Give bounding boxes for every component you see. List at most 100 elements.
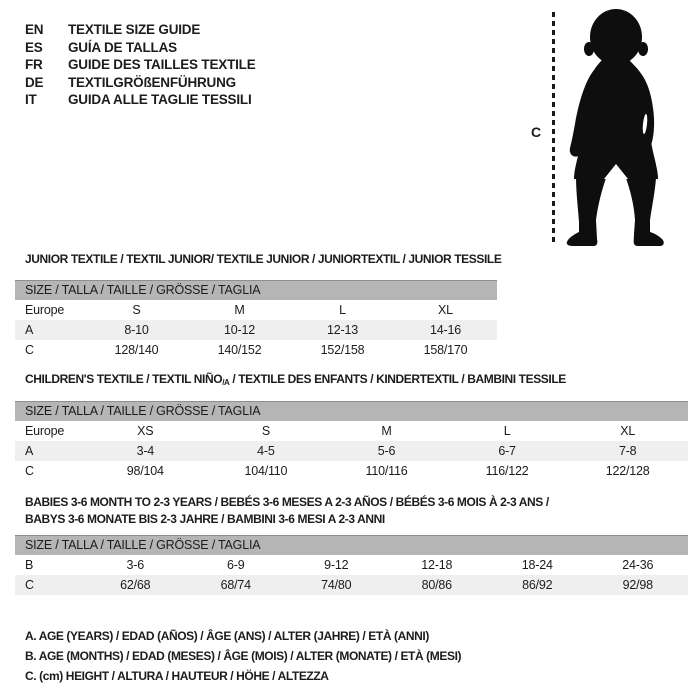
language-code: FR xyxy=(25,57,43,72)
size-cell: 98/104 xyxy=(126,464,164,478)
size-cell: 18-24 xyxy=(521,558,553,572)
language-title: TEXTILE SIZE GUIDE xyxy=(68,22,201,37)
size-cell: 9-12 xyxy=(324,558,349,572)
language-code: EN xyxy=(25,22,44,37)
title-subscript: /A xyxy=(222,378,230,387)
size-cell: 80/86 xyxy=(421,578,452,592)
row-label: C xyxy=(25,578,34,592)
size-cell: 6-9 xyxy=(227,558,245,572)
row-label: Europe xyxy=(25,424,65,438)
footnote-line: C. (cm) HEIGHT / ALTURA / HAUTEUR / HÖHE… xyxy=(25,669,329,683)
row-label: A xyxy=(25,323,34,337)
language-row: FR GUIDE DES TAILLES TEXTILE xyxy=(25,56,256,74)
size-cell: 104/110 xyxy=(244,464,288,478)
section-title-line: CHILDREN'S TEXTILE / TEXTIL NIÑO/A / TEX… xyxy=(25,371,700,389)
language-title: GUIDE DES TAILLES TEXTILE xyxy=(68,57,256,72)
size-cell: 6-7 xyxy=(498,444,516,458)
height-measure-dashed-line xyxy=(552,12,555,245)
language-row: IT GUIDA ALLE TAGLIE TESSILI xyxy=(25,91,256,109)
language-title: GUÍA DE TALLAS xyxy=(68,39,177,55)
title-text: JUNIOR TEXTILE / TEXTIL JUNIOR/ TEXTILE … xyxy=(25,252,502,266)
language-row: DE TEXTILGRÖßENFÜHRUNG xyxy=(25,74,256,92)
size-table: SIZE / TALLA / TAILLE / GRÖSSE / TAGLIA E… xyxy=(15,280,497,360)
table-header-bar: SIZE / TALLA / TAILLE / GRÖSSE / TAGLIA xyxy=(15,401,688,421)
size-cell: 3-4 xyxy=(136,444,155,458)
section-title-line: BABYS 3-6 MONATE BIS 2-3 JAHRE / BAMBINI… xyxy=(25,511,700,528)
size-cell: L xyxy=(503,424,511,438)
section-title-line: BABIES 3-6 MONTH TO 2-3 YEARS / BEBÉS 3-… xyxy=(25,494,700,511)
size-cell: 140/152 xyxy=(217,343,262,357)
row-label: C xyxy=(25,343,34,357)
size-section: BABIES 3-6 MONTH TO 2-3 YEARS / BEBÉS 3-… xyxy=(0,494,700,595)
language-row: ES GUÍA DE TALLAS xyxy=(25,39,256,57)
size-cell: 12-18 xyxy=(421,558,453,572)
toddler-silhouette-icon xyxy=(566,9,664,246)
footnotes: A. AGE (YEARS) / EDAD (AÑOS) / ÂGE (ANS)… xyxy=(25,626,462,686)
size-cell: 110/116 xyxy=(365,464,408,478)
section-title: JUNIOR TEXTILE / TEXTIL JUNIOR/ TEXTILE … xyxy=(25,251,700,268)
size-cell: 152/158 xyxy=(320,343,365,357)
language-code: DE xyxy=(25,74,44,90)
row-label: B xyxy=(25,558,34,572)
footnote-line: B. AGE (MONTHS) / EDAD (MESES) / ÂGE (MO… xyxy=(25,649,462,663)
table-header-bar: SIZE / TALLA / TAILLE / GRÖSSE / TAGLIA xyxy=(15,280,497,300)
table-row: C 98/104 104/110 110/116 116/122 122/128 xyxy=(15,461,688,481)
language-code: IT xyxy=(25,92,37,107)
size-cell: 7-8 xyxy=(618,444,637,458)
section-title-line: JUNIOR TEXTILE / TEXTIL JUNIOR/ TEXTILE … xyxy=(25,251,700,268)
table-row: B 3-6 6-9 9-12 12-18 18-24 24-36 xyxy=(15,555,688,575)
title-text: BABYS 3-6 MONATE BIS 2-3 JAHRE / BAMBINI… xyxy=(25,512,385,526)
language-title-list: EN TEXTILE SIZE GUIDE ES GUÍA DE TALLAS FR GU… xyxy=(25,21,256,109)
height-measure-label: C xyxy=(531,124,542,140)
size-cell: 12-13 xyxy=(327,323,358,337)
size-cell: 5-6 xyxy=(377,444,396,458)
size-cell: M xyxy=(381,424,392,438)
row-label: Europe xyxy=(25,303,65,317)
table-row: Europe XS S M L XL xyxy=(15,421,688,441)
row-label: C xyxy=(25,464,34,478)
size-cell: 86/92 xyxy=(522,578,553,592)
language-title: TEXTILGRÖßENFÜHRUNG xyxy=(68,74,236,90)
size-cell: M xyxy=(234,303,245,317)
table-row: C 62/68 68/74 74/80 80/86 86/92 92/98 xyxy=(15,575,688,595)
footnote-line: A. AGE (YEARS) / EDAD (AÑOS) / ÂGE (ANS)… xyxy=(25,629,429,643)
size-table: SIZE / TALLA / TAILLE / GRÖSSE / TAGLIA E… xyxy=(15,401,688,481)
size-cell: S xyxy=(132,303,141,317)
size-cell: 24-36 xyxy=(622,558,654,572)
section-title: CHILDREN'S TEXTILE / TEXTIL NIÑO/A / TEX… xyxy=(25,371,700,389)
size-section: JUNIOR TEXTILE / TEXTIL JUNIOR/ TEXTILE … xyxy=(0,251,700,360)
language-code: ES xyxy=(25,39,43,55)
title-text: BABIES 3-6 MONTH TO 2-3 YEARS / BEBÉS 3-… xyxy=(25,495,549,509)
size-cell: 14-16 xyxy=(430,323,461,337)
title-text: / TEXTILE DES ENFANTS / KINDERTEXTIL / B… xyxy=(229,372,566,386)
size-cell: 158/170 xyxy=(423,343,468,357)
size-section: CHILDREN'S TEXTILE / TEXTIL NIÑO/A / TEX… xyxy=(0,371,700,481)
size-cell: 92/98 xyxy=(622,578,653,592)
language-title: GUIDA ALLE TAGLIE TESSILI xyxy=(68,92,252,107)
title-text: CHILDREN'S TEXTILE / TEXTIL NIÑO xyxy=(25,372,223,386)
size-cell: 68/74 xyxy=(220,578,251,592)
size-cell: 8-10 xyxy=(124,323,149,337)
size-cell: 62/68 xyxy=(120,578,151,592)
size-cell: L xyxy=(339,303,346,317)
section-title: BABIES 3-6 MONTH TO 2-3 YEARS / BEBÉS 3-… xyxy=(25,494,700,528)
table-header-bar: SIZE / TALLA / TAILLE / GRÖSSE / TAGLIA xyxy=(15,535,688,555)
size-cell: XS xyxy=(137,424,154,438)
table-row: A 8-10 10-12 12-13 14-16 xyxy=(15,320,497,340)
size-cell: 10-12 xyxy=(224,323,255,337)
size-cell: 128/140 xyxy=(114,343,159,357)
size-table: SIZE / TALLA / TAILLE / GRÖSSE / TAGLIA B… xyxy=(15,535,688,595)
size-cell: 122/128 xyxy=(605,464,650,478)
table-row: Europe S M L XL xyxy=(15,300,497,320)
size-cell: 3-6 xyxy=(126,558,145,572)
table-row: A 3-4 4-5 5-6 6-7 7-8 xyxy=(15,441,688,461)
table-row: C 128/140 140/152 152/158 158/170 xyxy=(15,340,497,360)
size-cell: XL xyxy=(620,424,636,438)
row-label: A xyxy=(25,444,34,458)
size-cell: 4-5 xyxy=(257,444,275,458)
size-cell: 116/122 xyxy=(485,464,529,478)
size-cell: XL xyxy=(438,303,453,317)
size-cell: S xyxy=(261,424,270,438)
size-cell: 74/80 xyxy=(321,578,352,592)
